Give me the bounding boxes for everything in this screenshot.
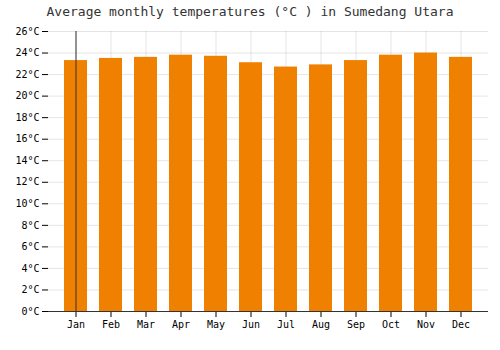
svg-text:Jan: Jan [67, 319, 85, 330]
svg-text:20°C: 20°C [15, 90, 39, 101]
svg-text:Mar: Mar [137, 319, 155, 330]
svg-text:0°C: 0°C [21, 306, 39, 317]
svg-text:Apr: Apr [172, 319, 190, 330]
svg-text:18°C: 18°C [15, 112, 39, 123]
svg-text:4°C: 4°C [21, 263, 39, 274]
svg-text:6°C: 6°C [21, 241, 39, 252]
svg-text:Feb: Feb [102, 319, 120, 330]
svg-text:8°C: 8°C [21, 220, 39, 231]
svg-text:22°C: 22°C [15, 69, 39, 80]
html-text:Average monthly temperatures (: Average monthly temperatures (°C ) in Su… [46, 4, 454, 19]
svg-text:2°C: 2°C [21, 284, 39, 295]
svg-text:Nov: Nov [417, 319, 435, 330]
svg-text:Jun: Jun [242, 319, 260, 330]
svg-text:Jul: Jul [277, 319, 295, 330]
svg-text:Sep: Sep [347, 319, 365, 330]
svg-text:24°C: 24°C [15, 47, 39, 58]
svg-text:Dec: Dec [452, 319, 470, 330]
svg-text:12°C: 12°C [15, 176, 39, 187]
svg-text:Aug: Aug [312, 319, 330, 330]
svg-text:10°C: 10°C [15, 198, 39, 209]
svg-text:16°C: 16°C [15, 133, 39, 144]
svg-text:Oct: Oct [382, 319, 400, 330]
svg-text:14°C: 14°C [15, 155, 39, 166]
svg-text:26°C: 26°C [15, 26, 39, 37]
svg-text:May: May [207, 319, 225, 330]
